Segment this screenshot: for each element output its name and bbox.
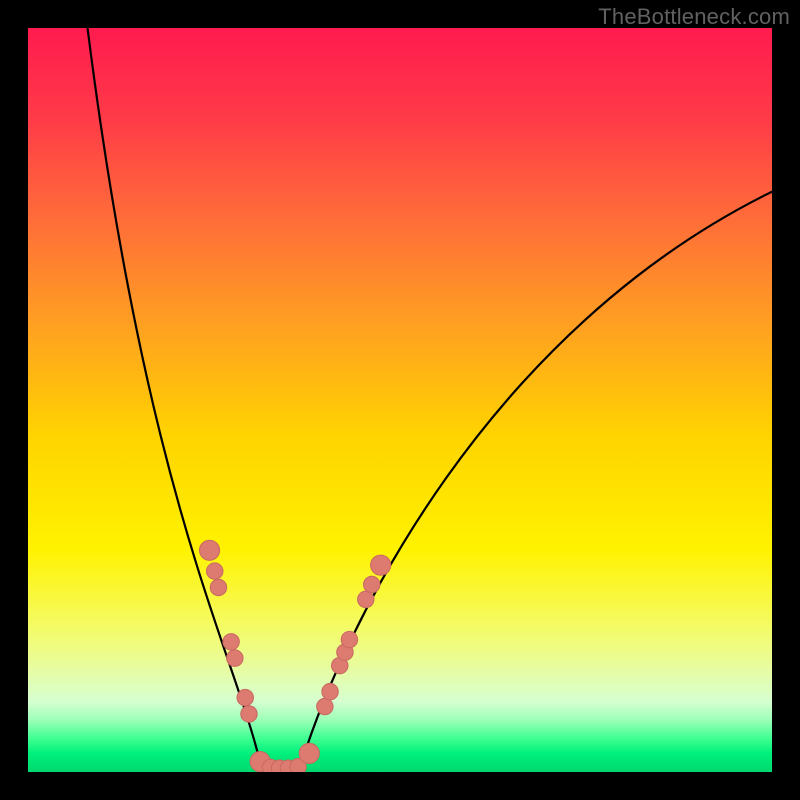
data-marker	[223, 634, 239, 650]
data-marker	[199, 540, 219, 560]
data-marker	[358, 591, 374, 607]
gradient-background	[28, 28, 772, 772]
watermark-text: TheBottleneck.com	[598, 4, 790, 30]
data-marker	[341, 631, 357, 647]
data-marker	[207, 563, 223, 579]
data-marker	[237, 689, 253, 705]
plot-area	[28, 28, 772, 772]
data-marker	[364, 576, 380, 592]
data-marker	[299, 743, 319, 763]
chart-svg	[28, 28, 772, 772]
data-marker	[241, 706, 257, 722]
data-marker	[227, 650, 243, 666]
data-marker	[210, 579, 226, 595]
data-marker	[371, 555, 391, 575]
data-marker	[322, 683, 338, 699]
data-marker	[317, 698, 333, 714]
